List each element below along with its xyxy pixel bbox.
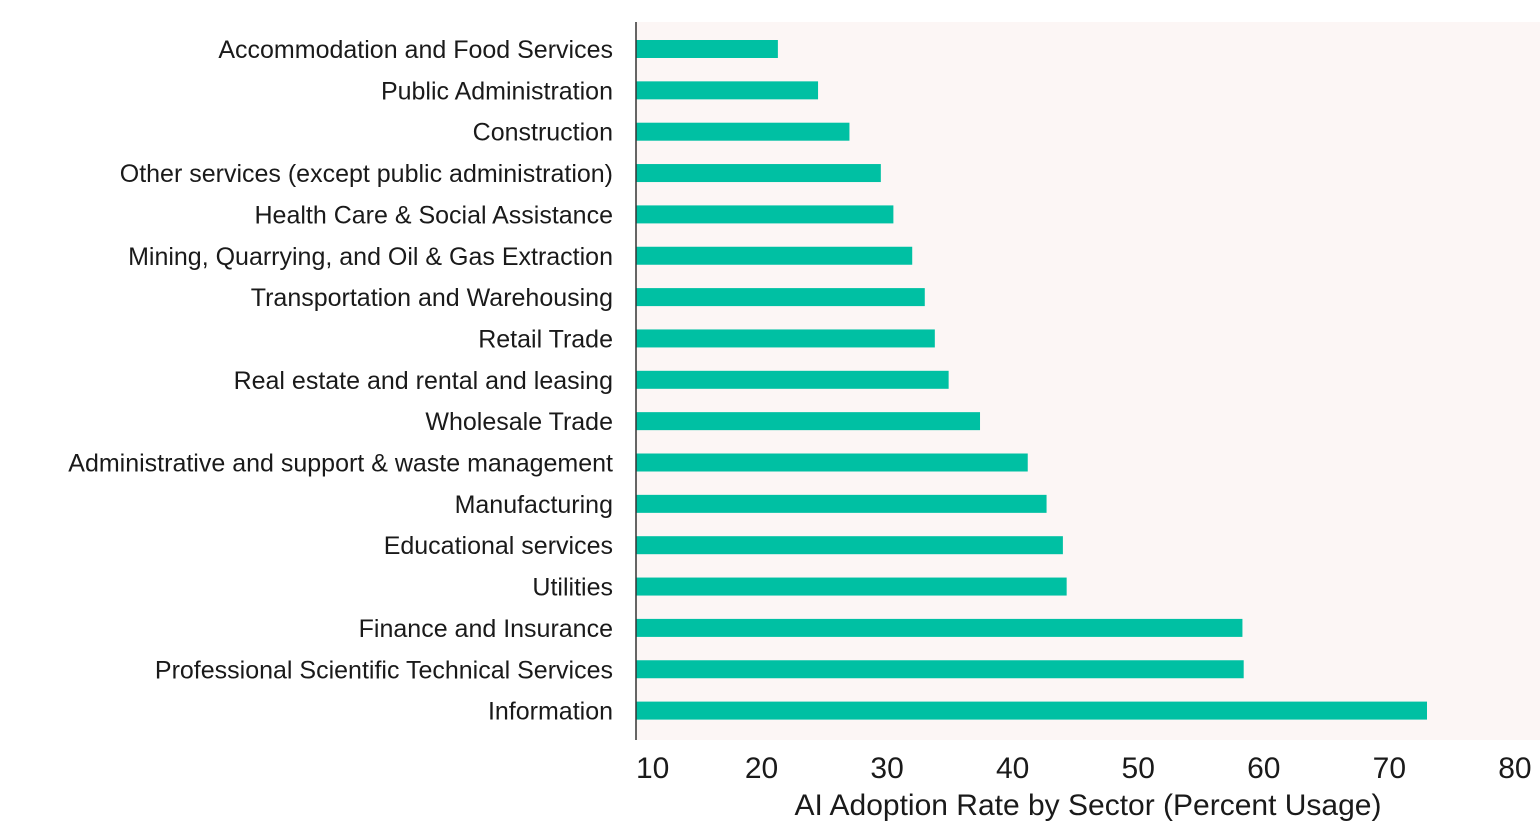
category-label-professional-scientific-technical-services: Professional Scientific Technical Servic…: [155, 656, 613, 684]
x-tick-label-70: 70: [1373, 752, 1406, 785]
category-label-educational-services: Educational services: [384, 532, 613, 560]
category-label-construction: Construction: [473, 119, 613, 147]
bar-manufacturing: [636, 494, 1047, 513]
bar-transportation-and-warehousing: [636, 288, 925, 307]
category-label-information: Information: [488, 698, 613, 726]
x-tick-label-60: 60: [1247, 752, 1280, 785]
category-label-wholesale-trade: Wholesale Trade: [425, 408, 613, 436]
bar-educational-services: [636, 536, 1063, 555]
category-label-health-care-and-social-assistance: Health Care & Social Assistance: [254, 201, 613, 229]
bar-finance-and-insurance: [636, 618, 1243, 637]
bar-real-estate-and-rental-and-leasing: [636, 370, 949, 389]
bar-wholesale-trade: [636, 412, 981, 431]
x-tick-label-50: 50: [1122, 752, 1155, 785]
bar-administrative-and-support-and-waste-management: [636, 453, 1028, 472]
category-labels: Accommodation and Food Services Public Ad…: [68, 36, 613, 726]
x-tick-label-10: 10: [636, 752, 669, 785]
bars-group: [636, 40, 1427, 720]
x-axis-title: AI Adoption Rate by Sector (Percent Usag…: [795, 789, 1382, 822]
bar-retail-trade: [636, 329, 935, 348]
x-tick-label-30: 30: [870, 752, 903, 785]
bar-health-care-and-social-assistance: [636, 205, 894, 224]
bar-mining-quarrying-and-oil-and-gas-extraction: [636, 246, 913, 265]
bar-information: [636, 701, 1427, 720]
category-label-retail-trade: Retail Trade: [478, 325, 613, 353]
x-tick-label-80: 80: [1498, 752, 1531, 785]
category-label-other-services-except-public-administration: Other services (except public administra…: [120, 160, 613, 188]
x-tick-label-40: 40: [996, 752, 1029, 785]
bar-public-administration: [636, 81, 819, 100]
x-tick-label-20: 20: [745, 752, 778, 785]
category-label-public-administration: Public Administration: [381, 77, 613, 105]
category-label-transportation-and-warehousing: Transportation and Warehousing: [251, 284, 613, 312]
bar-professional-scientific-technical-services: [636, 660, 1244, 679]
category-label-mining-quarrying-and-oil-and-gas-extraction: Mining, Quarrying, and Oil & Gas Extract…: [128, 243, 613, 271]
category-label-accommodation-and-food-services: Accommodation and Food Services: [218, 36, 613, 64]
category-label-finance-and-insurance: Finance and Insurance: [359, 615, 613, 643]
x-axis-ticks: 10 20 30 40 50 60 70 80: [636, 752, 1532, 785]
bar-other-services-except-public-administration: [636, 164, 881, 183]
bar-utilities: [636, 577, 1067, 596]
category-label-manufacturing: Manufacturing: [455, 491, 613, 519]
bar-construction: [636, 122, 850, 141]
category-label-real-estate-and-rental-and-leasing: Real estate and rental and leasing: [234, 367, 613, 395]
bar-accommodation-and-food-services: [636, 40, 778, 58]
category-label-administrative-and-support-and-waste-management: Administrative and support & waste manag…: [68, 450, 613, 478]
category-label-utilities: Utilities: [532, 574, 613, 602]
